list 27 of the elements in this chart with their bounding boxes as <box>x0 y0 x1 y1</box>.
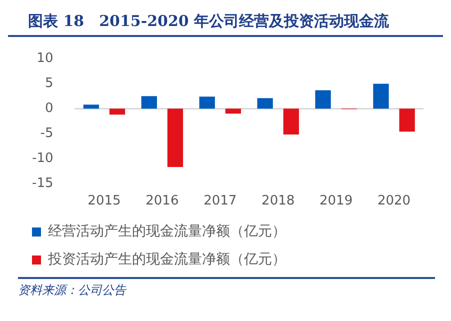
x-tick-label: 2017 <box>204 194 237 209</box>
y-tick-label: -5 <box>40 126 54 141</box>
y-tick-label: 0 <box>44 101 54 116</box>
bar <box>283 108 299 135</box>
text: 资料来源：公司公告 <box>18 279 435 299</box>
y-tick-label: -10 <box>32 150 54 166</box>
bar <box>141 96 157 109</box>
y-tick-label: -15 <box>32 176 54 191</box>
bar <box>109 108 126 115</box>
x-tick-label: 2018 <box>262 194 295 209</box>
x-tick-label: 2019 <box>320 194 353 209</box>
y-tick-label: 10 <box>36 51 54 66</box>
bar <box>257 98 273 109</box>
bar <box>399 108 415 132</box>
bar <box>315 90 331 109</box>
y-tick-label: 5 <box>44 76 54 92</box>
bar <box>83 104 99 109</box>
bar <box>225 108 241 114</box>
bar <box>199 96 215 109</box>
x-tick-label: 2015 <box>88 194 121 209</box>
legend-label: 经营活动产生的现金流量净额（亿元） <box>48 224 286 240</box>
x-tick-label: 2016 <box>146 194 179 209</box>
x-tick-label: 2020 <box>377 194 411 209</box>
bar <box>167 108 184 167</box>
chart-title: 图表 18 2015-2020 年公司经营及投资活动现金流 <box>8 8 443 37</box>
legend-label: 投资活动产生的现金流量净额（亿元） <box>47 252 286 268</box>
bar <box>373 84 389 109</box>
